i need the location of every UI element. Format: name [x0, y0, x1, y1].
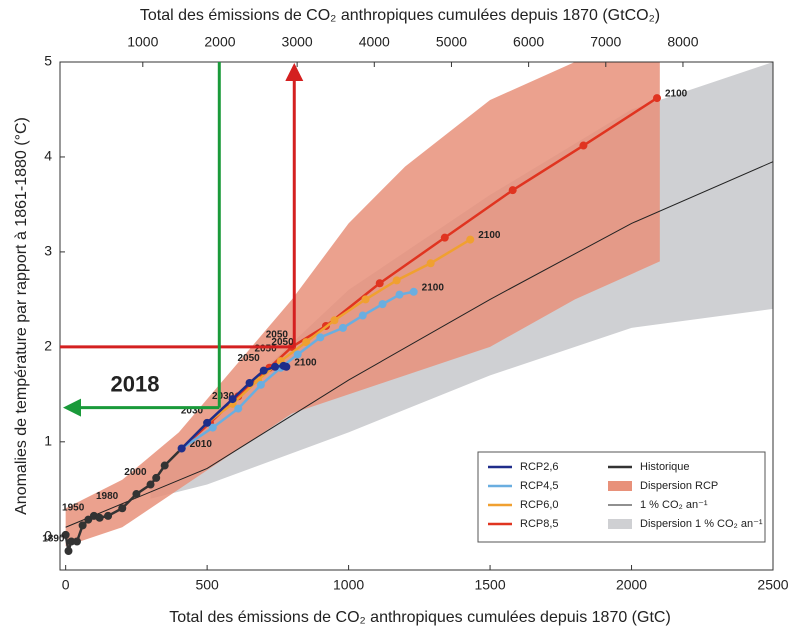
y-tick-label: 0 [44, 527, 52, 543]
point-label: 2030 [181, 405, 204, 416]
data-point [282, 362, 291, 371]
legend-label: RCP2,6 [520, 461, 559, 473]
point-label: 2030 [212, 391, 235, 402]
y-tick-label: 2 [44, 338, 52, 354]
x-tick-label: 500 [195, 577, 219, 593]
data-point [95, 513, 104, 522]
x2-tick-label: 5000 [436, 34, 467, 50]
x2-tick-label: 4000 [359, 34, 390, 50]
legend-label: Historique [640, 461, 690, 473]
point-label: 2100 [294, 357, 317, 368]
legend-label: Dispersion RCP [640, 480, 718, 492]
guide-label: 2018 [111, 371, 160, 396]
data-point [208, 423, 217, 432]
data-point [146, 480, 155, 489]
data-point [152, 473, 161, 482]
data-point [330, 316, 339, 325]
y-tick-label: 4 [44, 148, 52, 164]
data-point [118, 504, 127, 513]
x2-axis-title: Total des émissions de CO₂ anthropiques … [140, 7, 660, 24]
legend-swatch [608, 481, 632, 491]
x2-tick-label: 6000 [513, 34, 544, 50]
point-label: 1890 [42, 534, 65, 545]
data-point [293, 350, 302, 359]
x2-tick-label: 8000 [667, 34, 698, 50]
data-point [203, 418, 212, 427]
point-label: 2010 [190, 439, 213, 450]
x-tick-label: 1000 [333, 577, 364, 593]
data-point [72, 537, 81, 546]
y-axis-title: Anomalies de température par rapport à 1… [13, 117, 30, 515]
data-point [652, 94, 661, 103]
data-point [409, 287, 418, 296]
point-label: 1980 [96, 491, 119, 502]
data-point [358, 311, 367, 320]
point-label: 1950 [62, 502, 85, 513]
data-point [302, 338, 311, 347]
point-label: 2100 [665, 89, 688, 100]
x-tick-label: 2500 [757, 577, 788, 593]
legend-label: RCP6,0 [520, 499, 559, 511]
data-point [271, 362, 280, 371]
x-tick-label: 0 [62, 577, 70, 593]
plot-frame [59, 61, 774, 571]
data-point [256, 380, 265, 389]
y-tick-label: 1 [44, 433, 52, 449]
point-label: 2050 [271, 337, 294, 348]
series-line [65, 161, 774, 528]
data-point [132, 490, 141, 499]
data-point [64, 547, 73, 556]
point-label: 2050 [254, 344, 277, 355]
data-point [378, 300, 387, 309]
data-point [426, 259, 435, 268]
data-point [78, 521, 87, 530]
x2-tick-label: 2000 [204, 34, 235, 50]
data-point [361, 295, 370, 304]
data-point [177, 444, 186, 453]
point-label: 2000 [124, 467, 147, 478]
legend-label: RCP4,5 [520, 480, 559, 492]
legend-swatch [608, 519, 632, 529]
y-tick-label: 3 [44, 243, 52, 259]
point-label: 2050 [266, 330, 289, 341]
data-point [228, 395, 237, 404]
legend-label: RCP8,5 [520, 518, 559, 530]
data-point [395, 290, 404, 299]
x2-tick-label: 3000 [282, 34, 313, 50]
data-point [338, 323, 347, 332]
data-point [61, 530, 70, 539]
data-point [579, 141, 588, 150]
x-axis-title: Total des émissions de CO₂ anthropiques … [169, 609, 671, 626]
x-tick-label: 2000 [616, 577, 647, 593]
data-point [259, 366, 268, 375]
x2-tick-label: 1000 [127, 34, 158, 50]
data-point [466, 235, 475, 244]
data-point [316, 333, 325, 342]
point-label: 2050 [237, 353, 260, 364]
legend-label: Dispersion 1 % CO₂ an⁻¹ [640, 518, 763, 530]
data-point [67, 537, 76, 546]
data-point [508, 186, 517, 195]
data-point [84, 515, 93, 524]
y-tick-label: 5 [44, 53, 52, 69]
data-point [234, 404, 243, 413]
data-point [104, 511, 113, 520]
point-label: 2100 [478, 230, 501, 241]
data-point [440, 233, 449, 242]
x-tick-label: 1500 [474, 577, 505, 593]
data-point [392, 276, 401, 285]
x2-tick-label: 7000 [590, 34, 621, 50]
data-point [160, 461, 169, 470]
legend-label: 1 % CO₂ an⁻¹ [640, 499, 708, 511]
data-point [375, 279, 384, 288]
point-label: 2100 [422, 282, 445, 293]
data-point [245, 378, 254, 387]
